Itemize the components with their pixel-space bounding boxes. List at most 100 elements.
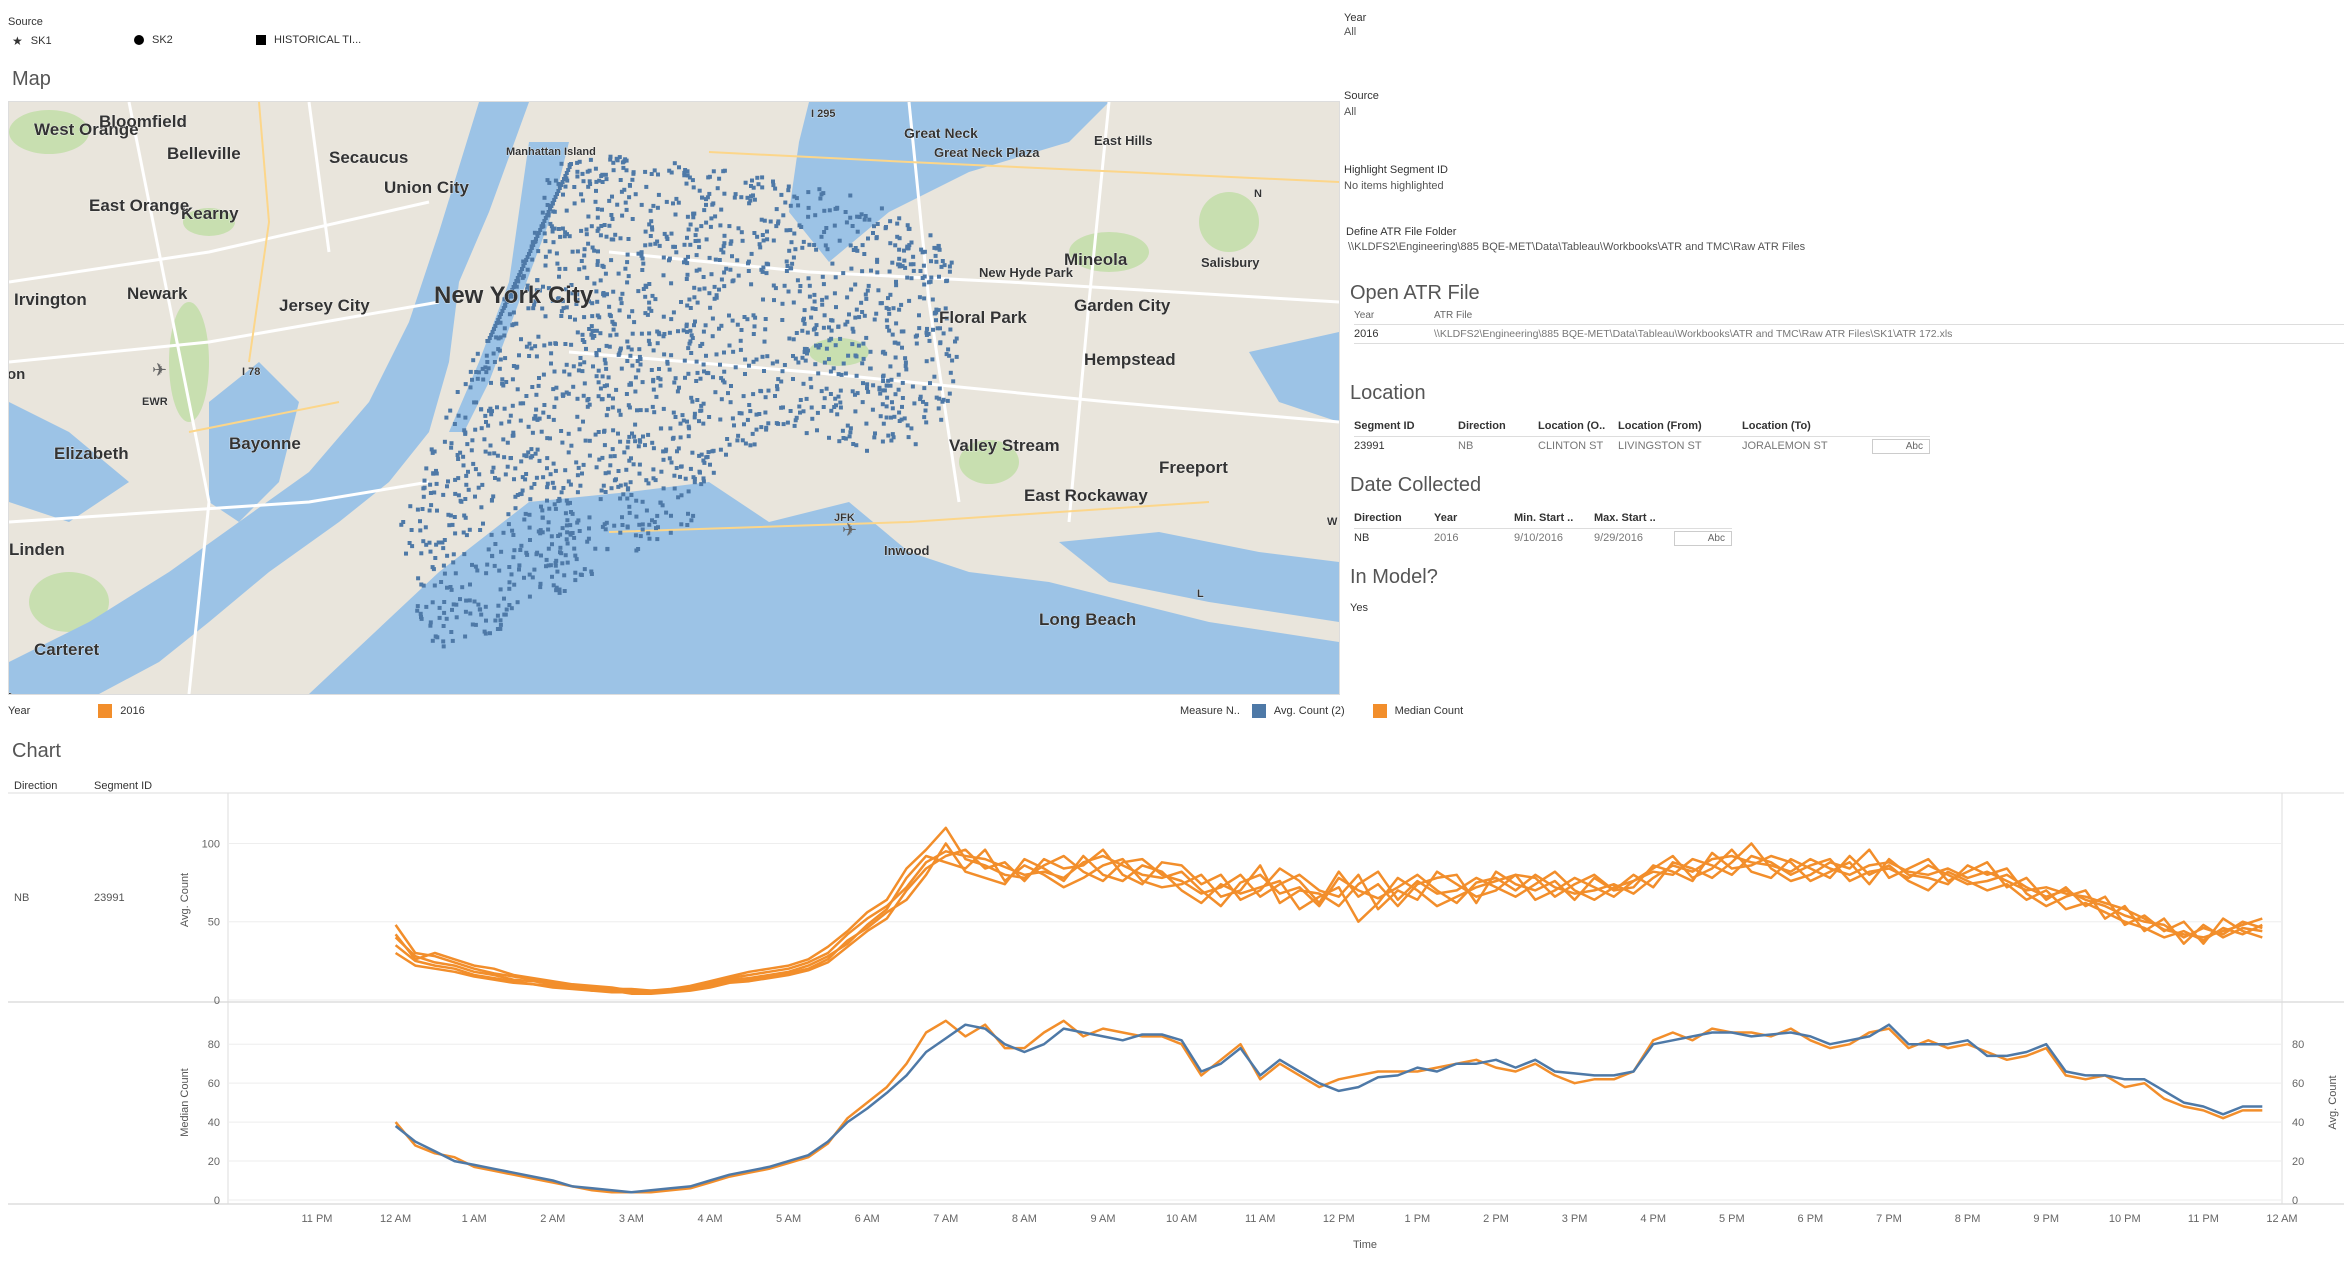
segment-dot[interactable]: [878, 414, 883, 419]
segment-dot[interactable]: [938, 341, 943, 346]
segment-dot[interactable]: [655, 205, 660, 210]
segment-dot[interactable]: [587, 168, 592, 173]
segment-dot[interactable]: [925, 326, 929, 331]
segment-dot[interactable]: [624, 207, 629, 212]
segment-dot[interactable]: [623, 482, 628, 487]
segment-dot[interactable]: [565, 518, 570, 523]
segment-dot[interactable]: [575, 297, 580, 302]
segment-dot[interactable]: [557, 587, 562, 592]
segment-dot[interactable]: [719, 323, 724, 328]
segment-dot[interactable]: [520, 475, 525, 480]
segment-dot[interactable]: [907, 298, 912, 303]
source-legend-item-sk2[interactable]: SK2: [134, 34, 173, 46]
segment-dot[interactable]: [479, 407, 484, 412]
segment-dot[interactable]: [699, 482, 704, 487]
segment-dot[interactable]: [824, 226, 829, 230]
segment-dot[interactable]: [529, 485, 534, 490]
segment-dot[interactable]: [672, 486, 677, 491]
segment-dot[interactable]: [602, 293, 607, 298]
segment-dot[interactable]: [608, 333, 613, 338]
segment-dot[interactable]: [595, 313, 600, 318]
segment-dot[interactable]: [548, 472, 553, 477]
segment-dot[interactable]: [625, 445, 630, 450]
segment-dot[interactable]: [820, 297, 825, 302]
segment-dot[interactable]: [575, 473, 580, 478]
segment-dot[interactable]: [862, 313, 867, 318]
segment-dot[interactable]: [638, 439, 643, 444]
segment-dot[interactable]: [597, 348, 602, 353]
segment-dot[interactable]: [849, 266, 854, 271]
segment-dot[interactable]: [661, 406, 666, 411]
segment-dot[interactable]: [887, 269, 892, 274]
segment-dot[interactable]: [685, 261, 690, 266]
segment-dot[interactable]: [751, 313, 756, 318]
segment-dot[interactable]: [581, 179, 586, 184]
segment-dot[interactable]: [947, 353, 952, 358]
segment-dot[interactable]: [541, 372, 546, 377]
segment-dot[interactable]: [690, 450, 695, 455]
segment-dot[interactable]: [686, 346, 691, 351]
segment-dot[interactable]: [602, 357, 607, 362]
segment-dot[interactable]: [580, 332, 585, 337]
segment-dot[interactable]: [658, 426, 663, 431]
segment-dot[interactable]: [653, 297, 658, 302]
segment-dot[interactable]: [598, 331, 603, 336]
segment-dot[interactable]: [829, 318, 834, 323]
segment-dot[interactable]: [519, 337, 523, 342]
segment-dot[interactable]: [683, 476, 688, 481]
segment-dot[interactable]: [637, 354, 642, 359]
segment-dot[interactable]: [637, 471, 642, 476]
segment-dot[interactable]: [945, 278, 950, 283]
segment-dot[interactable]: [568, 315, 572, 320]
segment-dot[interactable]: [942, 263, 947, 268]
segment-dot[interactable]: [558, 532, 563, 537]
segment-dot[interactable]: [612, 523, 617, 528]
segment-dot[interactable]: [441, 546, 446, 551]
segment-dot[interactable]: [787, 336, 792, 341]
segment-dot[interactable]: [521, 401, 526, 406]
segment-dot[interactable]: [919, 247, 924, 252]
segment-dot[interactable]: [907, 226, 912, 231]
segment-dot[interactable]: [691, 211, 696, 216]
segment-dot[interactable]: [689, 351, 694, 355]
segment-dot[interactable]: [838, 336, 843, 341]
segment-dot[interactable]: [498, 618, 503, 623]
segment-dot[interactable]: [679, 522, 684, 527]
segment-dot[interactable]: [502, 297, 507, 302]
segment-dot[interactable]: [609, 237, 614, 242]
segment-dot[interactable]: [458, 450, 463, 455]
segment-dot[interactable]: [486, 547, 491, 552]
segment-dot[interactable]: [554, 385, 559, 390]
segment-dot[interactable]: [561, 486, 566, 490]
segment-dot[interactable]: [460, 585, 465, 590]
segment-dot[interactable]: [533, 451, 538, 456]
segment-dot[interactable]: [947, 269, 952, 274]
segment-dot[interactable]: [748, 409, 753, 414]
segment-dot[interactable]: [639, 331, 644, 336]
segment-dot[interactable]: [529, 346, 534, 351]
segment-dot[interactable]: [546, 210, 551, 214]
segment-dot[interactable]: [809, 315, 814, 320]
segment-dot[interactable]: [903, 360, 908, 365]
segment-dot[interactable]: [490, 330, 495, 334]
segment-dot[interactable]: [791, 337, 796, 342]
segment-dot[interactable]: [712, 284, 717, 289]
segment-dot[interactable]: [434, 481, 439, 486]
segment-dot[interactable]: [511, 430, 516, 435]
segment-dot[interactable]: [704, 370, 709, 375]
segment-dot[interactable]: [580, 338, 585, 342]
segment-dot[interactable]: [794, 331, 799, 335]
segment-dot[interactable]: [754, 357, 759, 362]
segment-dot[interactable]: [512, 477, 516, 482]
segment-dot[interactable]: [563, 184, 568, 189]
segment-dot[interactable]: [593, 432, 598, 437]
segment-dot[interactable]: [843, 322, 848, 327]
segment-dot[interactable]: [520, 275, 525, 280]
segment-dot[interactable]: [541, 410, 546, 415]
segment-dot[interactable]: [545, 203, 550, 207]
segment-dot[interactable]: [605, 383, 609, 388]
segment-dot[interactable]: [606, 393, 611, 398]
segment-dot[interactable]: [623, 157, 628, 162]
segment-dot[interactable]: [559, 161, 564, 166]
segment-dot[interactable]: [621, 492, 626, 497]
